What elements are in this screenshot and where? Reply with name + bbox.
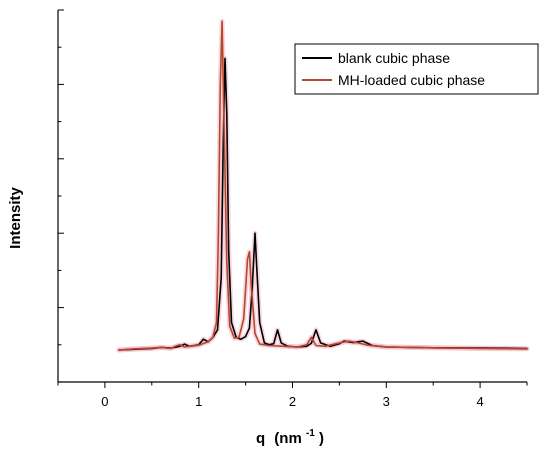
x-tick-label: 1	[195, 394, 202, 409]
x-axis-title-main: q	[256, 430, 265, 447]
x-axis-title-unit-prefix: (nm	[274, 430, 302, 447]
legend-label-mh-loaded-cubic-phase: MH-loaded cubic phase	[338, 72, 485, 88]
legend-label-blank-cubic-phase: blank cubic phase	[338, 50, 450, 66]
x-tick-label: 3	[383, 394, 390, 409]
x-tick-label: 0	[101, 394, 108, 409]
x-axis-title-unit-exponent: -1	[306, 428, 315, 439]
series-lines	[116, 18, 530, 353]
y-axis-title: Intensity	[7, 187, 24, 249]
x-tick-label: 2	[289, 394, 296, 409]
legend: blank cubic phase MH-loaded cubic phase	[294, 43, 539, 95]
series-line-blank-cubic-phase	[118, 57, 528, 351]
series-line-mh-loaded-cubic-phase	[118, 20, 528, 351]
axis-ticks: 0 1 2 3 4	[57, 9, 528, 409]
series-glow-0	[116, 55, 530, 353]
legend-box	[294, 43, 539, 95]
x-tick-label: 4	[476, 394, 483, 409]
x-axis-title: q (nm -1 )	[256, 423, 324, 447]
x-axis-title-unit-suffix: )	[319, 430, 324, 447]
